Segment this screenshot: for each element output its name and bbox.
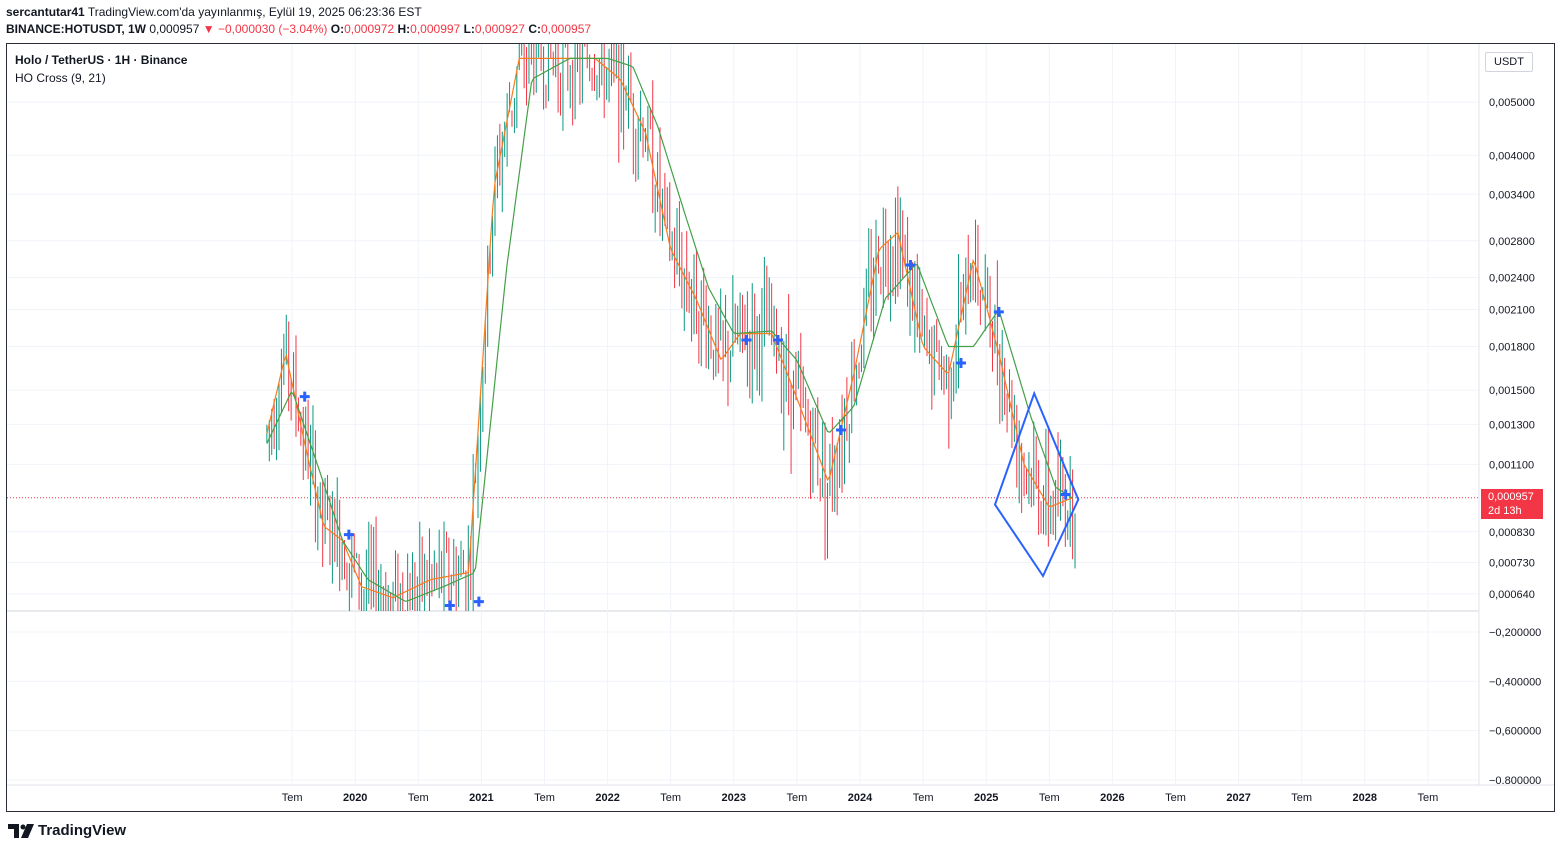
cross-marker bbox=[444, 600, 455, 611]
time-axis: Tem 2020 Tem 2021 Tem 2022 Tem 2023 Tem 2024 Tem 20… bbox=[282, 792, 1439, 804]
y-tick-label: 0,000830 bbox=[1489, 527, 1535, 539]
x-tick-label: 2028 bbox=[1353, 792, 1377, 804]
candles bbox=[266, 44, 1076, 611]
x-tick-label: Tem bbox=[1165, 792, 1186, 804]
y-tick-label: 0,002400 bbox=[1489, 273, 1535, 285]
tradingview-logo[interactable]: TradingView bbox=[8, 822, 126, 839]
rhombus-drawing bbox=[993, 390, 1080, 579]
fast-ma-line bbox=[266, 57, 1073, 599]
y-tick-label: −0.800000 bbox=[1489, 775, 1541, 787]
x-tick-label: Tem bbox=[1291, 792, 1312, 804]
x-tick-label: 2022 bbox=[595, 792, 619, 804]
chart-legend-title[interactable]: Holo / TetherUS · 1H · Binance bbox=[15, 53, 188, 67]
indicator-legend[interactable]: HO Cross (9, 21) bbox=[15, 71, 106, 85]
high-value: 0,000997 bbox=[410, 22, 461, 36]
x-tick-label: 2027 bbox=[1226, 792, 1250, 804]
x-tick-label: 2026 bbox=[1100, 792, 1124, 804]
y-tick-label: 0,001300 bbox=[1489, 419, 1535, 431]
y-tick-label: 0,002800 bbox=[1489, 236, 1535, 248]
author-name[interactable]: sercantutar41 bbox=[6, 5, 85, 19]
brand-name: TradingView bbox=[38, 822, 127, 839]
moving-averages bbox=[266, 57, 1073, 602]
bar-countdown: 2d 13h bbox=[1488, 504, 1522, 517]
y-tick-label: −0,400000 bbox=[1489, 676, 1541, 688]
close-label: C: bbox=[528, 22, 541, 36]
x-tick-label: Tem bbox=[408, 792, 429, 804]
close-value: 0,000957 bbox=[540, 22, 592, 36]
x-tick-label: Tem bbox=[534, 792, 555, 804]
x-tick-label: 2025 bbox=[974, 792, 998, 804]
chart-grid bbox=[7, 44, 1554, 786]
y-tick-label: 0,003400 bbox=[1489, 189, 1535, 201]
symbol-label[interactable]: BINANCE:HOTUSDT, 1W bbox=[6, 22, 146, 36]
price-axis: 0,005000 0,004000 0,003400 0,002800 0,002400… bbox=[1489, 97, 1541, 787]
x-tick-label: Tem bbox=[787, 792, 808, 804]
y-tick-label: 0,004000 bbox=[1489, 150, 1535, 162]
y-tick-label: 0,001800 bbox=[1489, 342, 1535, 354]
y-tick-label: 0,001100 bbox=[1489, 459, 1534, 471]
y-tick-label: −0,200000 bbox=[1489, 627, 1541, 639]
chart-frame bbox=[6, 43, 1555, 812]
open-label: O: bbox=[330, 22, 345, 36]
current-price-value: 0,000957 bbox=[1488, 490, 1534, 503]
x-tick-label: Tem bbox=[660, 792, 681, 804]
cross-markers bbox=[299, 260, 1071, 611]
y-tick-label: 0,001500 bbox=[1489, 385, 1535, 397]
x-tick-label: 2024 bbox=[848, 792, 873, 804]
x-tick-label: Tem bbox=[1039, 792, 1060, 804]
high-label: H: bbox=[397, 22, 411, 36]
cross-marker bbox=[772, 334, 783, 345]
change-arrow-icon: ▼ bbox=[202, 22, 215, 36]
low-value: 0,000927 bbox=[474, 22, 525, 36]
cross-marker bbox=[836, 424, 847, 435]
y-tick-label: 0,000640 bbox=[1489, 589, 1535, 601]
y-tick-label: −0,600000 bbox=[1489, 726, 1541, 738]
rhombus-shape bbox=[993, 390, 1080, 579]
y-tick-label: 0,005000 bbox=[1489, 97, 1535, 109]
x-tick-label: Tem bbox=[282, 792, 303, 804]
cross-marker bbox=[473, 596, 484, 607]
x-tick-label: 2020 bbox=[343, 792, 367, 804]
y-tick-label: 0,000730 bbox=[1489, 558, 1535, 570]
header-line-2: BINANCE:HOTUSDT, 1W 0,000957 ▼ −0,000030… bbox=[6, 22, 591, 36]
cross-marker bbox=[741, 334, 752, 345]
price-change: −0,000030 (−3.04%) bbox=[217, 22, 328, 36]
low-label: L: bbox=[463, 22, 475, 36]
x-tick-label: 2023 bbox=[722, 792, 746, 804]
x-tick-label: Tem bbox=[913, 792, 934, 804]
open-value: 0,000972 bbox=[344, 22, 395, 36]
slow-ma-line bbox=[266, 57, 1073, 602]
last-price: 0,000957 bbox=[149, 22, 200, 36]
x-tick-label: 2021 bbox=[469, 792, 493, 804]
current-price-tag: 0,000957 2d 13h bbox=[1481, 488, 1543, 519]
currency-button[interactable]: USDT bbox=[1485, 52, 1533, 72]
tradingview-logo-icon bbox=[8, 823, 34, 838]
header-line-1: sercantutar41 TradingView.com'da yayınla… bbox=[6, 5, 422, 19]
cross-marker bbox=[1060, 489, 1071, 500]
cross-marker bbox=[299, 391, 310, 402]
cross-marker bbox=[993, 306, 1004, 317]
cross-marker bbox=[955, 358, 966, 369]
cross-marker bbox=[905, 260, 916, 271]
y-tick-label: 0,002100 bbox=[1489, 305, 1535, 317]
cross-marker bbox=[343, 529, 354, 540]
x-tick-label: Tem bbox=[1418, 792, 1439, 804]
published-date: TradingView.com'da yayınlanmış, Eylül 19… bbox=[87, 5, 422, 19]
